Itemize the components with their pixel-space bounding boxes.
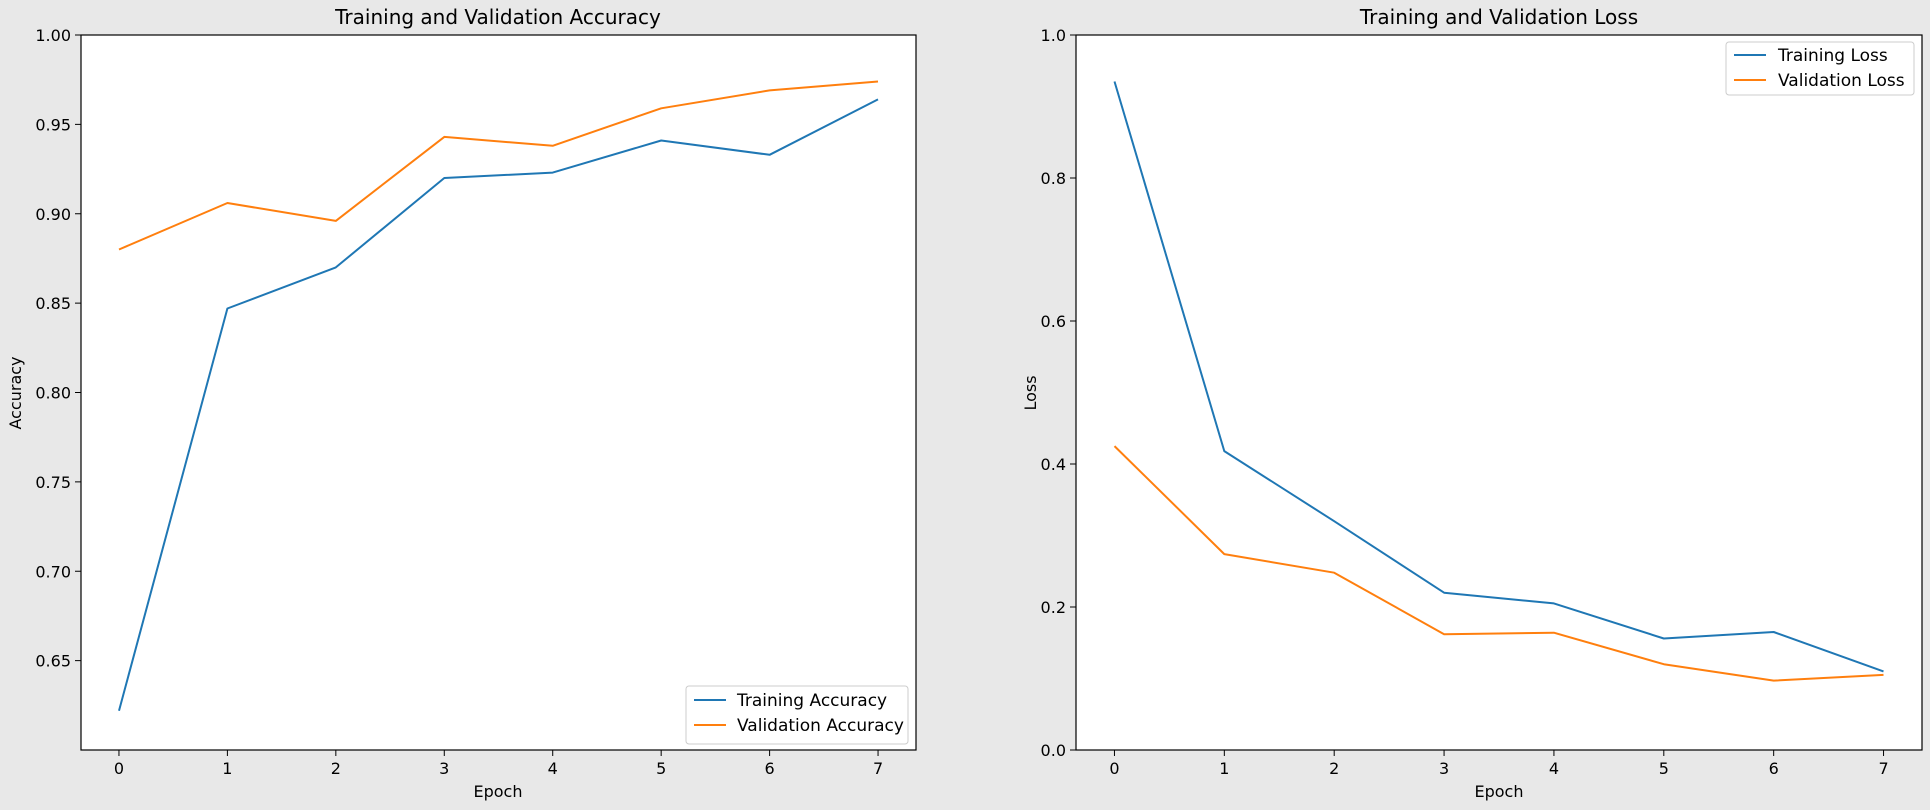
- accuracy-x-tick-label: 2: [331, 759, 341, 778]
- loss-legend-label-training: Training Loss: [1777, 46, 1888, 66]
- accuracy-y-tick-label: 0.85: [35, 294, 71, 313]
- accuracy-x-tick-label: 4: [548, 759, 558, 778]
- accuracy-y-tick-label: 0.90: [35, 205, 71, 224]
- accuracy-series-line-training: [118, 98, 879, 711]
- loss-y-tick-label: 0.2: [1041, 598, 1066, 617]
- loss-y-tick-label: 0.4: [1041, 455, 1066, 474]
- loss-x-tick-label: 5: [1659, 759, 1669, 778]
- loss-x-tick-label: 6: [1769, 759, 1779, 778]
- loss-x-tick-label: 2: [1329, 759, 1339, 778]
- accuracy-y-axis-label: Accuracy: [6, 356, 25, 429]
- loss-plot-area: [1075, 34, 1923, 751]
- loss-legend: Training Loss Validation Loss: [1725, 41, 1915, 96]
- accuracy-legend: Training Accuracy Validation Accuracy: [685, 685, 909, 745]
- loss-x-axis-label: Epoch: [1475, 782, 1524, 801]
- accuracy-series-lines: [118, 80, 879, 711]
- accuracy-y-tick-label: 0.65: [35, 652, 71, 671]
- accuracy-x-tick-label: 1: [222, 759, 232, 778]
- accuracy-x-tick-label: 0: [114, 759, 124, 778]
- loss-legend-box: [1725, 41, 1915, 96]
- accuracy-legend-label-validation: Validation Accuracy: [737, 716, 904, 736]
- accuracy-legend-label-training: Training Accuracy: [736, 691, 887, 711]
- loss-legend-label-validation: Validation Loss: [1778, 71, 1905, 91]
- loss-chart: Training and Validation Loss Epoch Loss …: [1021, 5, 1923, 801]
- accuracy-chart: Training and Validation Accuracy Epoch A…: [6, 5, 917, 801]
- accuracy-chart-title: Training and Validation Accuracy: [334, 5, 661, 29]
- accuracy-y-tick-label: 0.70: [35, 562, 71, 581]
- loss-x-tick-label: 0: [1109, 759, 1119, 778]
- accuracy-x-tick-label: 5: [656, 759, 666, 778]
- accuracy-y-tick-label: 1.00: [35, 26, 71, 45]
- loss-x-tick-label: 1: [1219, 759, 1229, 778]
- loss-y-tick-label: 1.0: [1041, 26, 1066, 45]
- accuracy-x-tick-label: 6: [765, 759, 775, 778]
- accuracy-x-tick-label: 7: [873, 759, 883, 778]
- loss-series-line-training: [1113, 81, 1884, 673]
- loss-series-lines: [1113, 81, 1884, 682]
- accuracy-axis-ticks: 0 1 2 3 4 5 6 7 0.65 0.70 0.75 0.80 0.85 0.90 0.95 1.00: [35, 26, 883, 778]
- loss-y-axis-label: Loss: [1021, 375, 1040, 410]
- loss-series-line-validation: [1113, 445, 1884, 682]
- accuracy-x-tick-label: 3: [439, 759, 449, 778]
- loss-x-tick-label: 3: [1439, 759, 1449, 778]
- loss-x-tick-label: 4: [1549, 759, 1559, 778]
- accuracy-legend-box: [685, 685, 909, 745]
- accuracy-y-tick-label: 0.80: [35, 384, 71, 403]
- loss-chart-title: Training and Validation Loss: [1359, 5, 1638, 29]
- loss-axis-ticks: 0 1 2 3 4 5 6 7 0.0 0.2 0.4 0.6 0.8 1.0: [1041, 26, 1889, 778]
- loss-y-tick-label: 0.8: [1041, 169, 1066, 188]
- accuracy-y-tick-label: 0.75: [35, 473, 71, 492]
- accuracy-plot-area: [80, 34, 917, 751]
- loss-x-tick-label: 7: [1878, 759, 1888, 778]
- accuracy-series-line-validation: [118, 80, 879, 251]
- accuracy-y-tick-label: 0.95: [35, 115, 71, 134]
- loss-y-tick-label: 0.6: [1041, 312, 1066, 331]
- loss-y-tick-label: 0.0: [1041, 741, 1066, 760]
- accuracy-x-axis-label: Epoch: [474, 782, 523, 801]
